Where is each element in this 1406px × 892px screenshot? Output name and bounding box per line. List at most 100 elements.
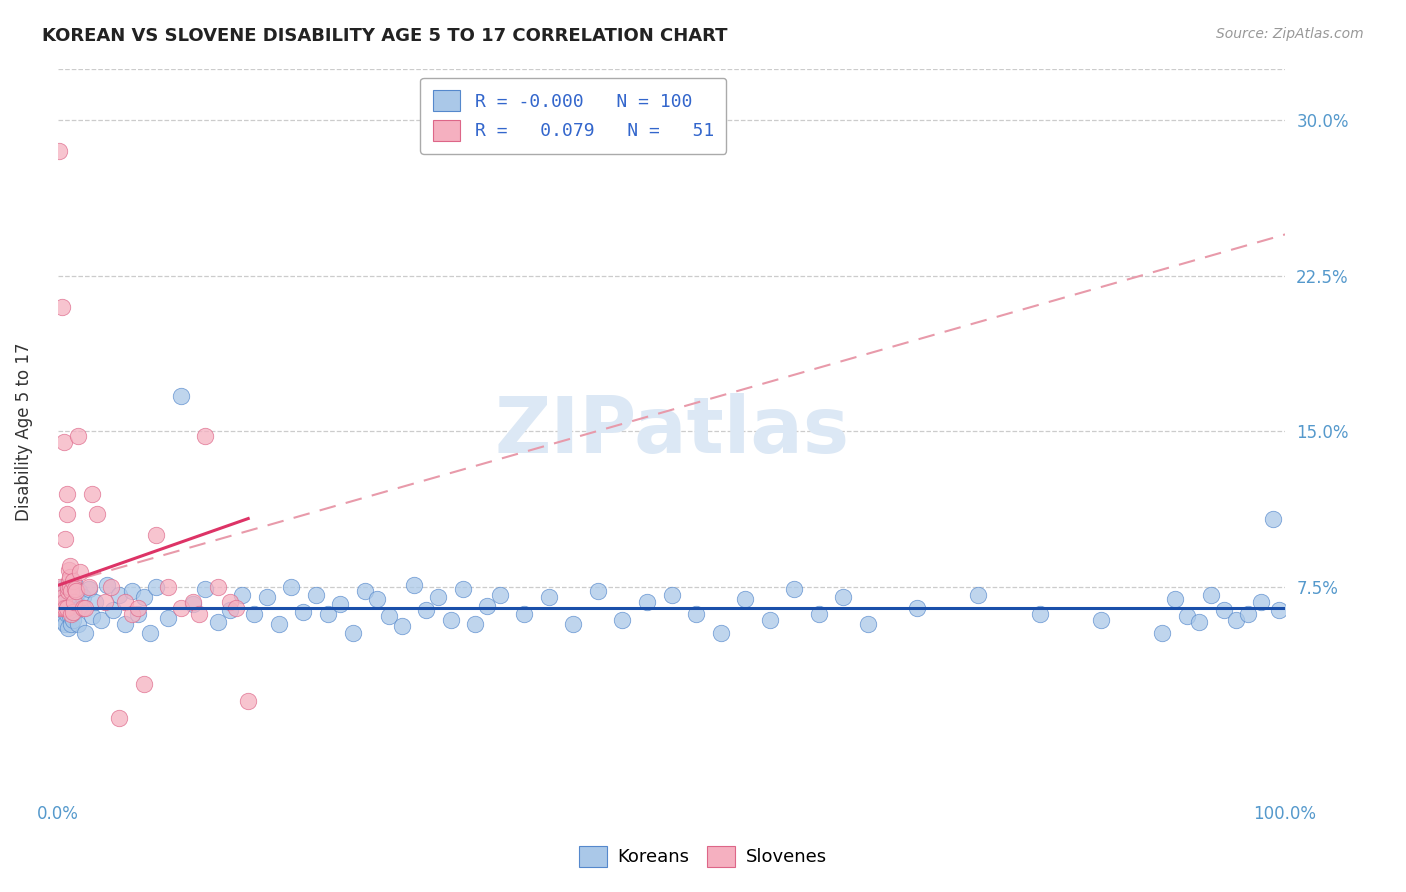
Point xyxy=(60,607,83,621)
Point xyxy=(60,599,83,613)
Point xyxy=(62,613,84,627)
Point xyxy=(181,594,204,608)
Point xyxy=(127,607,149,621)
Point xyxy=(114,594,136,608)
Point xyxy=(967,588,990,602)
Point xyxy=(905,600,928,615)
Point xyxy=(391,619,413,633)
Point xyxy=(139,625,162,640)
Point xyxy=(218,603,240,617)
Point xyxy=(60,584,83,599)
Point xyxy=(305,588,328,602)
Point xyxy=(243,607,266,621)
Point xyxy=(378,609,401,624)
Point xyxy=(53,580,76,594)
Y-axis label: Disability Age 5 to 17: Disability Age 5 to 17 xyxy=(15,343,32,521)
Point xyxy=(62,588,84,602)
Point xyxy=(807,607,830,621)
Point xyxy=(1028,607,1050,621)
Point xyxy=(73,625,96,640)
Text: ZIPatlas: ZIPatlas xyxy=(494,393,849,469)
Point xyxy=(56,580,79,594)
Point xyxy=(427,591,450,605)
Point xyxy=(661,588,683,602)
Point xyxy=(100,580,122,594)
Point xyxy=(1268,603,1291,617)
Point xyxy=(90,613,112,627)
Point xyxy=(188,607,211,621)
Point xyxy=(121,607,143,621)
Point xyxy=(157,611,180,625)
Point xyxy=(58,563,80,577)
Point xyxy=(48,145,70,159)
Point xyxy=(685,607,707,621)
Point xyxy=(51,588,73,602)
Point xyxy=(145,580,167,594)
Point xyxy=(66,617,89,632)
Point xyxy=(72,600,94,615)
Point xyxy=(56,584,79,599)
Point xyxy=(402,578,425,592)
Point xyxy=(316,607,339,621)
Point xyxy=(69,600,91,615)
Point xyxy=(96,578,118,592)
Point xyxy=(1212,603,1234,617)
Point xyxy=(108,588,131,602)
Point xyxy=(53,615,76,630)
Point xyxy=(69,566,91,580)
Point xyxy=(66,428,89,442)
Point xyxy=(63,582,86,596)
Point xyxy=(55,607,77,621)
Point xyxy=(52,600,75,615)
Point xyxy=(62,605,84,619)
Point xyxy=(218,594,240,608)
Point xyxy=(636,594,658,608)
Point xyxy=(132,591,155,605)
Point xyxy=(59,609,82,624)
Point xyxy=(53,582,76,596)
Point xyxy=(329,597,352,611)
Point xyxy=(62,574,84,588)
Point xyxy=(72,591,94,605)
Point xyxy=(58,591,80,605)
Point xyxy=(56,584,79,599)
Point xyxy=(734,592,756,607)
Point xyxy=(53,617,76,632)
Point xyxy=(207,580,229,594)
Point xyxy=(73,600,96,615)
Point xyxy=(586,584,609,599)
Point xyxy=(49,594,72,608)
Point xyxy=(1152,625,1174,640)
Point xyxy=(55,486,77,500)
Point xyxy=(758,613,780,627)
Point xyxy=(464,617,486,632)
Point xyxy=(77,580,100,594)
Point xyxy=(1250,594,1272,608)
Point xyxy=(1175,609,1198,624)
Text: KOREAN VS SLOVENE DISABILITY AGE 5 TO 17 CORRELATION CHART: KOREAN VS SLOVENE DISABILITY AGE 5 TO 17… xyxy=(42,27,728,45)
Point xyxy=(58,574,80,588)
Point xyxy=(65,584,87,599)
Point xyxy=(231,588,253,602)
Point xyxy=(267,617,290,632)
Point xyxy=(52,611,75,625)
Point xyxy=(53,434,76,449)
Point xyxy=(108,711,131,725)
Point xyxy=(132,677,155,691)
Point xyxy=(93,594,115,608)
Point xyxy=(55,592,77,607)
Point xyxy=(59,559,82,574)
Point xyxy=(53,533,76,547)
Point xyxy=(83,594,105,608)
Point xyxy=(55,508,77,522)
Point xyxy=(1261,511,1284,525)
Point xyxy=(127,600,149,615)
Point xyxy=(832,591,855,605)
Point xyxy=(342,625,364,640)
Point xyxy=(477,599,499,613)
Point xyxy=(49,600,72,615)
Point xyxy=(56,622,79,636)
Point xyxy=(53,594,76,608)
Point xyxy=(1237,607,1260,621)
Point xyxy=(1225,613,1247,627)
